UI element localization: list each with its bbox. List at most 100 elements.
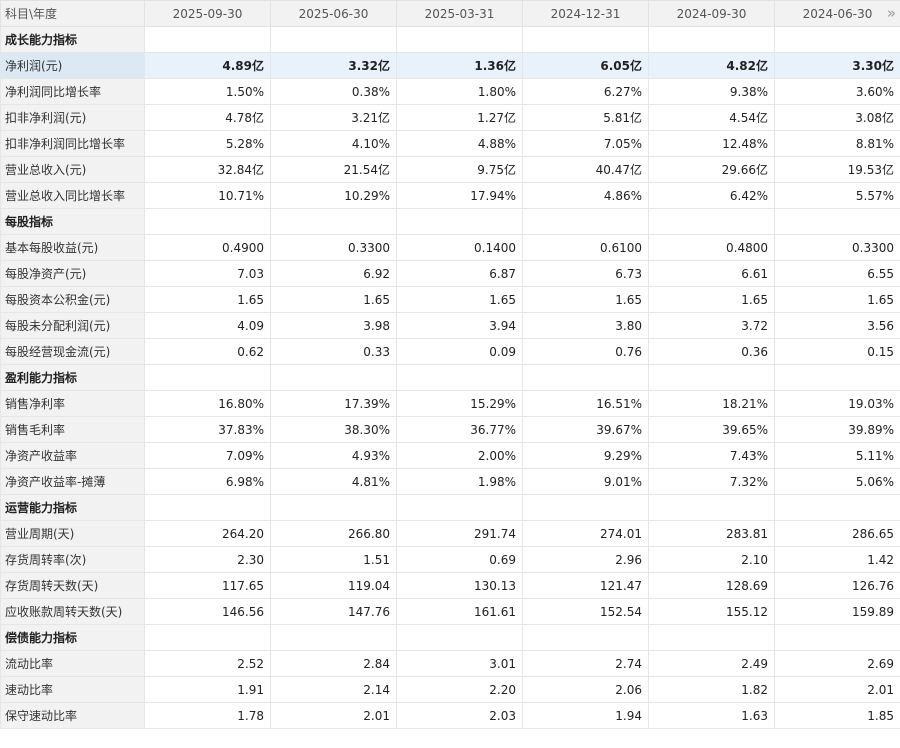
row-label[interactable]: 每股经营现金流(元) — [0, 338, 145, 365]
header-row: 科目\年度 2025-09-30 2025-06-30 2025-03-31 2… — [0, 0, 900, 27]
empty-cell — [774, 364, 900, 391]
value-cell: 0.3300 — [774, 234, 900, 261]
value-cell: 4.89亿 — [144, 52, 271, 79]
value-cell: 1.78 — [144, 702, 271, 729]
row-label[interactable]: 每股资本公积金(元) — [0, 286, 145, 313]
empty-cell — [648, 208, 775, 235]
table-row: 销售毛利率 37.83% 38.30% 36.77% 39.67% 39.65% 39.89… — [0, 416, 900, 443]
value-cell: 18.21% — [648, 390, 775, 417]
value-cell: 2.00% — [396, 442, 523, 469]
row-label[interactable]: 每股未分配利润(元) — [0, 312, 145, 339]
value-cell: 119.04 — [270, 572, 397, 599]
value-cell: 3.30亿 — [774, 52, 900, 79]
row-label[interactable]: 净利润同比增长率 — [0, 78, 145, 105]
value-cell: 7.03 — [144, 260, 271, 287]
empty-cell — [774, 26, 900, 53]
value-cell: 147.76 — [270, 598, 397, 625]
empty-cell — [396, 624, 523, 651]
value-cell: 1.65 — [648, 286, 775, 313]
period-header[interactable]: 2024-12-31 — [522, 0, 649, 27]
value-cell: 0.6100 — [522, 234, 649, 261]
period-header[interactable]: 2024-09-30 — [648, 0, 775, 27]
value-cell: 37.83% — [144, 416, 271, 443]
value-cell: 3.60% — [774, 78, 900, 105]
value-cell: 16.80% — [144, 390, 271, 417]
section-row: 成长能力指标 — [0, 26, 900, 53]
row-label[interactable]: 基本每股收益(元) — [0, 234, 145, 261]
section-row: 偿债能力指标 — [0, 624, 900, 651]
row-label[interactable]: 销售毛利率 — [0, 416, 145, 443]
value-cell: 7.32% — [648, 468, 775, 495]
value-cell: 6.87 — [396, 260, 523, 287]
row-label[interactable]: 销售净利率 — [0, 390, 145, 417]
section-label: 偿债能力指标 — [0, 624, 145, 651]
value-cell: 2.14 — [270, 676, 397, 703]
value-cell: 2.03 — [396, 702, 523, 729]
empty-cell — [270, 208, 397, 235]
row-label[interactable]: 每股净资产(元) — [0, 260, 145, 287]
value-cell: 3.98 — [270, 312, 397, 339]
value-cell: 2.10 — [648, 546, 775, 573]
table-row: 扣非净利润(元) 4.78亿 3.21亿 1.27亿 5.81亿 4.54亿 3.08亿 — [0, 104, 900, 131]
value-cell: 3.80 — [522, 312, 649, 339]
value-cell: 9.75亿 — [396, 156, 523, 183]
value-cell: 7.05% — [522, 130, 649, 157]
value-cell: 1.65 — [522, 286, 649, 313]
value-cell: 16.51% — [522, 390, 649, 417]
empty-cell — [648, 494, 775, 521]
empty-cell — [270, 364, 397, 391]
value-cell: 5.11% — [774, 442, 900, 469]
empty-cell — [522, 208, 649, 235]
value-cell: 2.01 — [270, 702, 397, 729]
row-label[interactable]: 净资产收益率 — [0, 442, 145, 469]
row-label[interactable]: 存货周转天数(天) — [0, 572, 145, 599]
double-chevron-right-icon[interactable]: » — [886, 4, 896, 22]
value-cell: 10.29% — [270, 182, 397, 209]
value-cell: 32.84亿 — [144, 156, 271, 183]
empty-cell — [774, 208, 900, 235]
value-cell: 9.29% — [522, 442, 649, 469]
table-row: 净利润同比增长率 1.50% 0.38% 1.80% 6.27% 9.38% 3.60% — [0, 78, 900, 105]
row-label[interactable]: 速动比率 — [0, 676, 145, 703]
table-row: 流动比率 2.52 2.84 3.01 2.74 2.49 2.69 — [0, 650, 900, 677]
row-label[interactable]: 扣非净利润(元) — [0, 104, 145, 131]
empty-cell — [144, 624, 271, 651]
value-cell: 0.69 — [396, 546, 523, 573]
row-label[interactable]: 流动比率 — [0, 650, 145, 677]
table-row: 速动比率 1.91 2.14 2.20 2.06 1.82 2.01 — [0, 676, 900, 703]
table-row: 营业周期(天) 264.20 266.80 291.74 274.01 283.81 286… — [0, 520, 900, 547]
value-cell: 4.86% — [522, 182, 649, 209]
value-cell: 40.47亿 — [522, 156, 649, 183]
empty-cell — [648, 26, 775, 53]
value-cell: 1.63 — [648, 702, 775, 729]
period-header[interactable]: 2024-06-30 » — [774, 0, 900, 27]
period-header[interactable]: 2025-09-30 — [144, 0, 271, 27]
value-cell: 2.96 — [522, 546, 649, 573]
empty-cell — [522, 26, 649, 53]
table-row: 营业总收入同比增长率 10.71% 10.29% 17.94% 4.86% 6.42% 5.… — [0, 182, 900, 209]
value-cell: 0.15 — [774, 338, 900, 365]
row-label[interactable]: 营业周期(天) — [0, 520, 145, 547]
table-row: 应收账款周转天数(天) 146.56 147.76 161.61 152.54 155.1… — [0, 598, 900, 625]
value-cell: 2.06 — [522, 676, 649, 703]
row-label[interactable]: 营业总收入同比增长率 — [0, 182, 145, 209]
row-label[interactable]: 保守速动比率 — [0, 702, 145, 729]
value-cell: 2.74 — [522, 650, 649, 677]
value-cell: 2.84 — [270, 650, 397, 677]
row-label[interactable]: 净利润(元) — [0, 52, 145, 79]
value-cell: 1.85 — [774, 702, 900, 729]
period-header[interactable]: 2025-06-30 — [270, 0, 397, 27]
period-header[interactable]: 2025-03-31 — [396, 0, 523, 27]
row-label[interactable]: 营业总收入(元) — [0, 156, 145, 183]
financial-indicators-table: 科目\年度 2025-09-30 2025-06-30 2025-03-31 2… — [0, 0, 900, 729]
row-label[interactable]: 应收账款周转天数(天) — [0, 598, 145, 625]
section-row: 每股指标 — [0, 208, 900, 235]
value-cell: 0.76 — [522, 338, 649, 365]
row-label[interactable]: 净资产收益率-摊薄 — [0, 468, 145, 495]
table-row: 每股净资产(元) 7.03 6.92 6.87 6.73 6.61 6.55 — [0, 260, 900, 287]
value-cell: 5.28% — [144, 130, 271, 157]
row-label[interactable]: 扣非净利润同比增长率 — [0, 130, 145, 157]
value-cell: 2.01 — [774, 676, 900, 703]
value-cell: 3.32亿 — [270, 52, 397, 79]
row-label[interactable]: 存货周转率(次) — [0, 546, 145, 573]
